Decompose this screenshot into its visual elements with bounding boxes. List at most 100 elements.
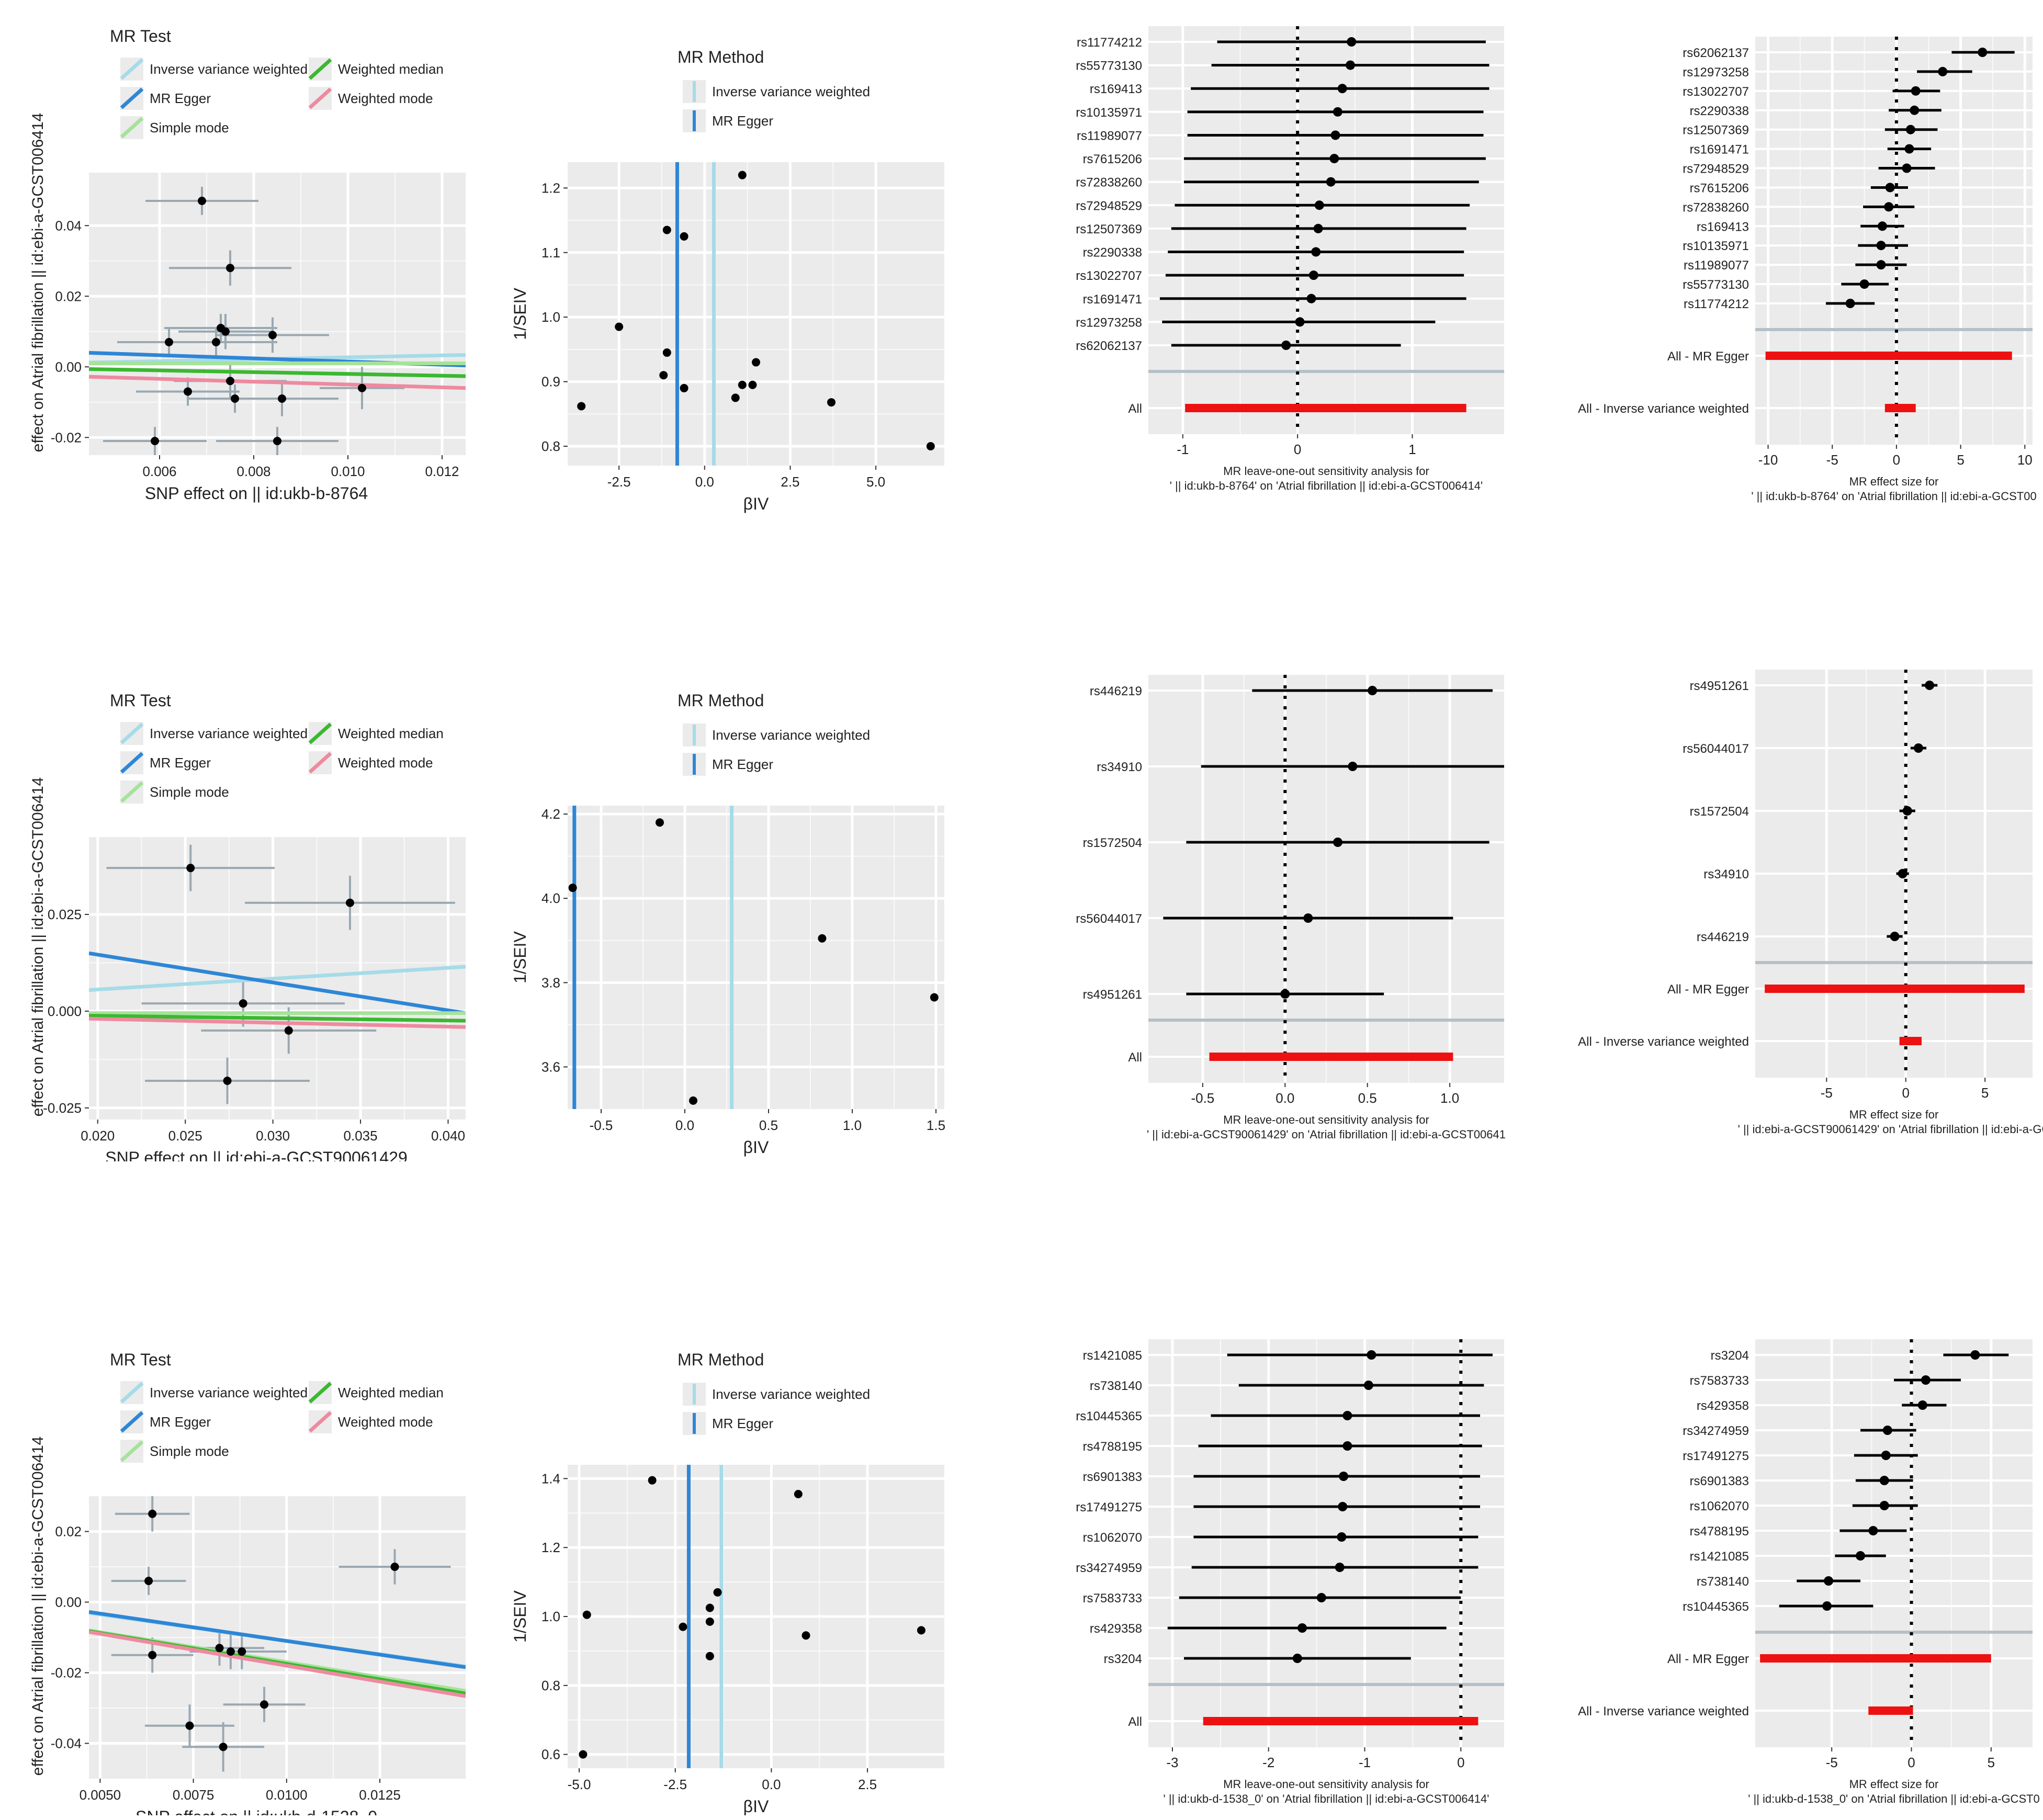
snp-label: rs1421085 bbox=[1690, 1550, 1749, 1564]
regression-line-weighted_mode bbox=[89, 1016, 466, 1029]
snp-label: rs738140 bbox=[1090, 1379, 1142, 1393]
snp-label: rs11774212 bbox=[1684, 297, 1749, 311]
row1-single-panel: rs62062137 rs12973258 rs13022707 rs2290338 r… bbox=[1578, 37, 2037, 503]
regression-line-egger bbox=[89, 951, 466, 1015]
snp-label: rs1691471 bbox=[1690, 143, 1749, 157]
x-axis-title: MR effect size for bbox=[1849, 1108, 1939, 1121]
summary-label: All - MR Egger bbox=[1667, 982, 1749, 997]
data-point bbox=[215, 1644, 224, 1653]
snp-label: rs13022707 bbox=[1076, 269, 1142, 283]
snp-label: rs34910 bbox=[1097, 760, 1142, 774]
x-axis-title: ' || id:ukb-b-8764' on 'Atrial fibrillat… bbox=[1170, 479, 1483, 492]
data-point bbox=[689, 1096, 697, 1105]
y-tick-label: 4.0 bbox=[541, 890, 560, 906]
data-point bbox=[148, 1509, 157, 1518]
y-tick-label: -0.02 bbox=[51, 1665, 82, 1681]
snp-label: rs12507369 bbox=[1076, 222, 1142, 236]
x-tick-label: 1.0 bbox=[843, 1117, 862, 1133]
legend-label-weighted_mode: Weighted mode bbox=[338, 755, 433, 771]
x-axis-title: SNP effect on || id:ebi-a-GCST90061429 bbox=[105, 1148, 408, 1161]
legend-swatch-egger bbox=[120, 87, 144, 109]
summary-estimate bbox=[1886, 1706, 1895, 1715]
estimate-point bbox=[1970, 1350, 1980, 1360]
snp-label: rs2290338 bbox=[1083, 246, 1142, 260]
y-tick-label: 3.6 bbox=[541, 1059, 560, 1075]
legend-label-weighted_mode: Weighted mode bbox=[338, 91, 433, 106]
y-tick-label: 1.2 bbox=[541, 180, 560, 196]
estimate-point bbox=[1367, 1350, 1376, 1360]
estimate-point bbox=[1339, 1472, 1349, 1481]
data-point bbox=[615, 322, 624, 331]
snp-label: rs1572504 bbox=[1083, 836, 1142, 850]
legend-label-simple_mode: Simple mode bbox=[150, 784, 229, 800]
legend-label-simple_mode: Simple mode bbox=[150, 1443, 229, 1459]
snp-label: rs11989077 bbox=[1077, 129, 1142, 143]
x-tick-label: -2.5 bbox=[607, 474, 631, 490]
summary-estimate bbox=[1906, 1037, 1915, 1045]
estimate-point bbox=[1316, 1593, 1326, 1602]
snp-label: rs62062137 bbox=[1076, 339, 1142, 353]
row3-funnel-panel: MR Method Inverse variance weighted MR Egg… bbox=[511, 1350, 944, 1815]
x-tick-label: 0.030 bbox=[256, 1128, 290, 1144]
x-axis-title: MR effect size for bbox=[1849, 475, 1939, 488]
x-tick-label: -2.5 bbox=[663, 1777, 687, 1792]
summary-label: All bbox=[1128, 402, 1142, 416]
legend-swatch-weighted_median bbox=[308, 722, 332, 744]
data-point bbox=[827, 398, 836, 407]
estimate-point bbox=[1313, 223, 1323, 233]
legend-title: MR Test bbox=[110, 1350, 171, 1369]
snp-label: rs72838260 bbox=[1683, 200, 1749, 214]
y-tick-label: 0.000 bbox=[48, 1003, 82, 1019]
data-point bbox=[151, 437, 159, 445]
y-axis-title: effect on Atrial fibrillation || id:ebi-… bbox=[29, 777, 47, 1117]
estimate-point bbox=[1342, 1441, 1352, 1451]
snp-label: rs13022707 bbox=[1683, 85, 1749, 99]
estimate-point bbox=[1337, 84, 1347, 94]
x-tick-label: 0.0 bbox=[695, 474, 714, 490]
x-axis-title: MR effect size for bbox=[1849, 1778, 1939, 1791]
data-point bbox=[358, 383, 366, 392]
legend-swatch-weighted_mode bbox=[308, 752, 332, 774]
x-tick-label: 0.020 bbox=[81, 1128, 115, 1144]
data-point bbox=[705, 1617, 714, 1626]
x-tick-label: -0.5 bbox=[1191, 1090, 1214, 1106]
x-tick-label: 0.006 bbox=[142, 464, 176, 479]
data-point bbox=[582, 1610, 591, 1619]
data-point bbox=[738, 380, 747, 389]
data-point bbox=[231, 394, 239, 403]
x-tick-label: 0 bbox=[1907, 1755, 1915, 1770]
regression-line-ivw bbox=[89, 965, 466, 992]
snp-label: rs34274959 bbox=[1076, 1561, 1142, 1575]
snp-label: rs6901383 bbox=[1083, 1470, 1142, 1484]
legend-swatch-simple_mode bbox=[120, 781, 144, 803]
x-axis-title: ' || id:ukb-b-8764' on 'Atrial fibrillat… bbox=[1751, 490, 2036, 503]
snp-label: rs7615206 bbox=[1690, 181, 1749, 195]
data-point bbox=[713, 1588, 722, 1597]
snp-label: rs12973258 bbox=[1683, 65, 1749, 80]
row1-funnel-panel: MR Method Inverse variance weighted MR Egg… bbox=[511, 48, 944, 513]
x-tick-label: 0 bbox=[1457, 1755, 1464, 1770]
snp-label: rs12507369 bbox=[1683, 123, 1749, 138]
x-tick-label: 2.5 bbox=[781, 474, 799, 490]
y-tick-label: 0.8 bbox=[541, 1678, 560, 1693]
row3-loo-panel: rs1421085 rs738140 rs10445365 rs4788195 rs69… bbox=[1076, 1339, 1504, 1805]
data-point bbox=[144, 1577, 153, 1585]
estimate-point bbox=[1314, 200, 1324, 210]
legend-title: MR Method bbox=[678, 691, 764, 710]
legend-label-weighted_median: Weighted median bbox=[338, 726, 444, 741]
y-tick-label: 3.8 bbox=[541, 975, 560, 990]
x-tick-label: 0.040 bbox=[431, 1128, 465, 1144]
y-tick-label: 0.02 bbox=[55, 1524, 82, 1540]
x-tick-label: -2 bbox=[1262, 1755, 1274, 1770]
plot-area bbox=[89, 187, 466, 455]
estimate-point bbox=[1925, 681, 1935, 690]
estimate-point bbox=[1338, 1502, 1348, 1511]
x-tick-label: 0.025 bbox=[168, 1128, 202, 1144]
estimate-point bbox=[1905, 125, 1915, 134]
forest-background bbox=[1755, 37, 2033, 445]
x-tick-label: -5.0 bbox=[568, 1777, 591, 1792]
x-tick-label: 0 bbox=[1893, 452, 1900, 468]
x-tick-label: -0.5 bbox=[590, 1117, 613, 1133]
estimate-point bbox=[1902, 806, 1912, 816]
estimate-point bbox=[1877, 221, 1887, 231]
